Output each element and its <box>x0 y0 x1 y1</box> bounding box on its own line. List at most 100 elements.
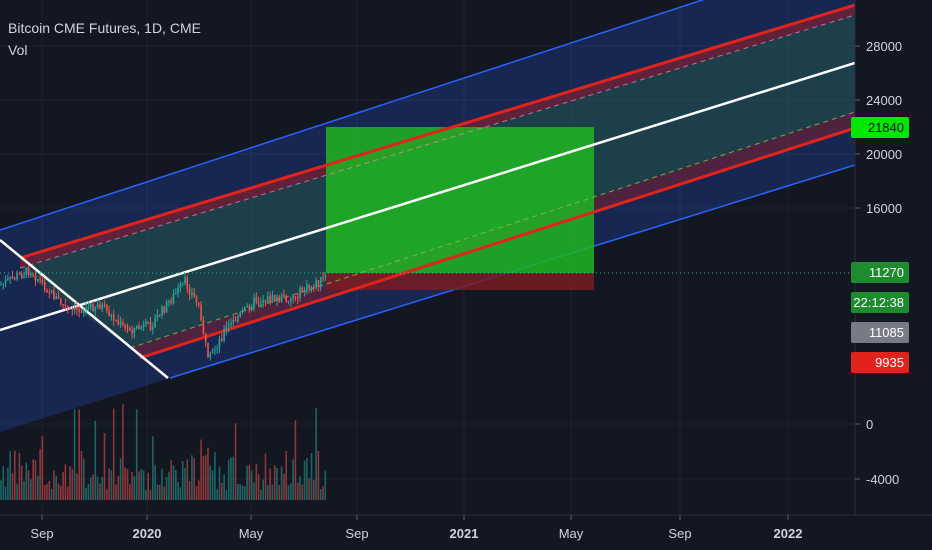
candle-body <box>32 274 34 276</box>
volume-bar <box>149 489 152 500</box>
candle-body <box>223 329 225 341</box>
candle-body <box>232 319 235 323</box>
price-axis[interactable]: 28000 24000 20000 16000 0 -4000 <box>855 39 902 487</box>
candle-body <box>103 304 106 306</box>
candle-body <box>255 297 258 303</box>
volume-bar <box>117 475 120 500</box>
chart-legend: Bitcoin CME Futures, 1D, CME Vol <box>8 17 201 61</box>
candle-body <box>319 277 322 287</box>
candle-body <box>313 286 315 289</box>
volume-bar <box>255 463 258 500</box>
pitchfork-lower-red-line <box>139 126 855 360</box>
candle-body <box>163 306 166 313</box>
candle-body <box>0 284 2 286</box>
volume-bar <box>308 478 310 500</box>
price-tag-label: 22:12:38 <box>853 295 904 310</box>
volume-bar <box>244 486 246 500</box>
candle-body <box>204 333 207 343</box>
candle-body <box>175 293 177 295</box>
candle-body <box>39 279 41 281</box>
candle-body <box>119 322 122 325</box>
volume-bar <box>269 468 271 500</box>
candle-body <box>299 287 301 299</box>
volume-bar <box>283 473 285 500</box>
volume-bar <box>303 460 306 500</box>
volume-bar <box>177 481 179 500</box>
volume-bar <box>57 483 60 500</box>
candle-body <box>227 324 230 327</box>
candle-body <box>283 295 285 297</box>
volume-bar <box>41 435 44 500</box>
volume-bar <box>124 467 126 500</box>
candle-body <box>264 300 267 303</box>
candle-body <box>140 327 143 329</box>
candle-body <box>324 276 327 278</box>
candle-body <box>80 311 83 313</box>
volume-bar <box>165 476 168 500</box>
volume-bar <box>195 486 198 500</box>
volume-series <box>0 404 327 500</box>
volume-bar <box>239 484 241 500</box>
volume-bar <box>66 486 69 500</box>
candle-body <box>76 307 78 310</box>
volume-bar <box>108 468 110 500</box>
volume-bar <box>50 489 53 500</box>
price-tag: 9935 <box>851 352 909 373</box>
time-axis[interactable]: Sep 2020 May Sep 2021 May Sep 2022 <box>30 515 802 541</box>
volume-bar <box>9 451 11 500</box>
price-tick-label: 24000 <box>866 93 902 108</box>
volume-bar <box>76 473 78 500</box>
candle-body <box>310 286 313 288</box>
volume-bar <box>34 460 37 500</box>
candle-body <box>126 328 129 330</box>
volume-bar <box>296 482 299 500</box>
price-tick-label: 0 <box>866 417 873 432</box>
volume-bar <box>299 476 301 500</box>
candle-body <box>271 294 274 303</box>
candle-body <box>188 288 191 295</box>
volume-bar <box>292 459 294 500</box>
candle-body <box>211 350 214 353</box>
volume-bar <box>198 480 200 500</box>
price-tag-label: 21840 <box>868 120 904 135</box>
price-series <box>0 265 327 361</box>
volume-bar <box>11 473 14 500</box>
price-tag: 11270 <box>851 262 909 283</box>
volume-bar <box>23 481 25 500</box>
candle-body <box>101 304 103 309</box>
candle-body <box>64 304 67 306</box>
candle-body <box>147 321 149 323</box>
candle-body <box>87 307 90 309</box>
candle-body <box>269 296 271 303</box>
volume-bar <box>278 485 281 500</box>
volume-bar <box>20 465 23 500</box>
candle-body <box>216 348 218 350</box>
volume-bar <box>133 476 136 500</box>
volume-label[interactable]: Vol <box>8 42 28 58</box>
volume-bar <box>53 470 55 500</box>
volume-bar <box>248 464 251 500</box>
symbol-title[interactable]: Bitcoin CME Futures, 1D, CME <box>8 20 201 36</box>
candle-body <box>207 342 209 358</box>
volume-bar <box>154 464 156 500</box>
candle-body <box>292 296 294 299</box>
volume-bar <box>313 479 315 500</box>
candle-body <box>198 302 200 305</box>
volume-bar <box>46 483 48 500</box>
candle-body <box>34 275 37 281</box>
volume-bar <box>211 470 214 500</box>
volume-bar <box>186 459 189 500</box>
volume-bar <box>14 450 16 500</box>
candle-body <box>4 280 7 284</box>
price-tag: 21840 <box>851 117 909 138</box>
candle-body <box>214 349 216 351</box>
time-tick-label: Sep <box>30 526 53 541</box>
volume-bar <box>71 468 74 500</box>
candle-body <box>73 307 76 311</box>
candle-body <box>57 295 60 299</box>
volume-bar <box>89 477 92 500</box>
price-tag-label: 9935 <box>875 355 904 370</box>
volume-bar <box>25 462 28 500</box>
volume-bar <box>96 476 99 500</box>
